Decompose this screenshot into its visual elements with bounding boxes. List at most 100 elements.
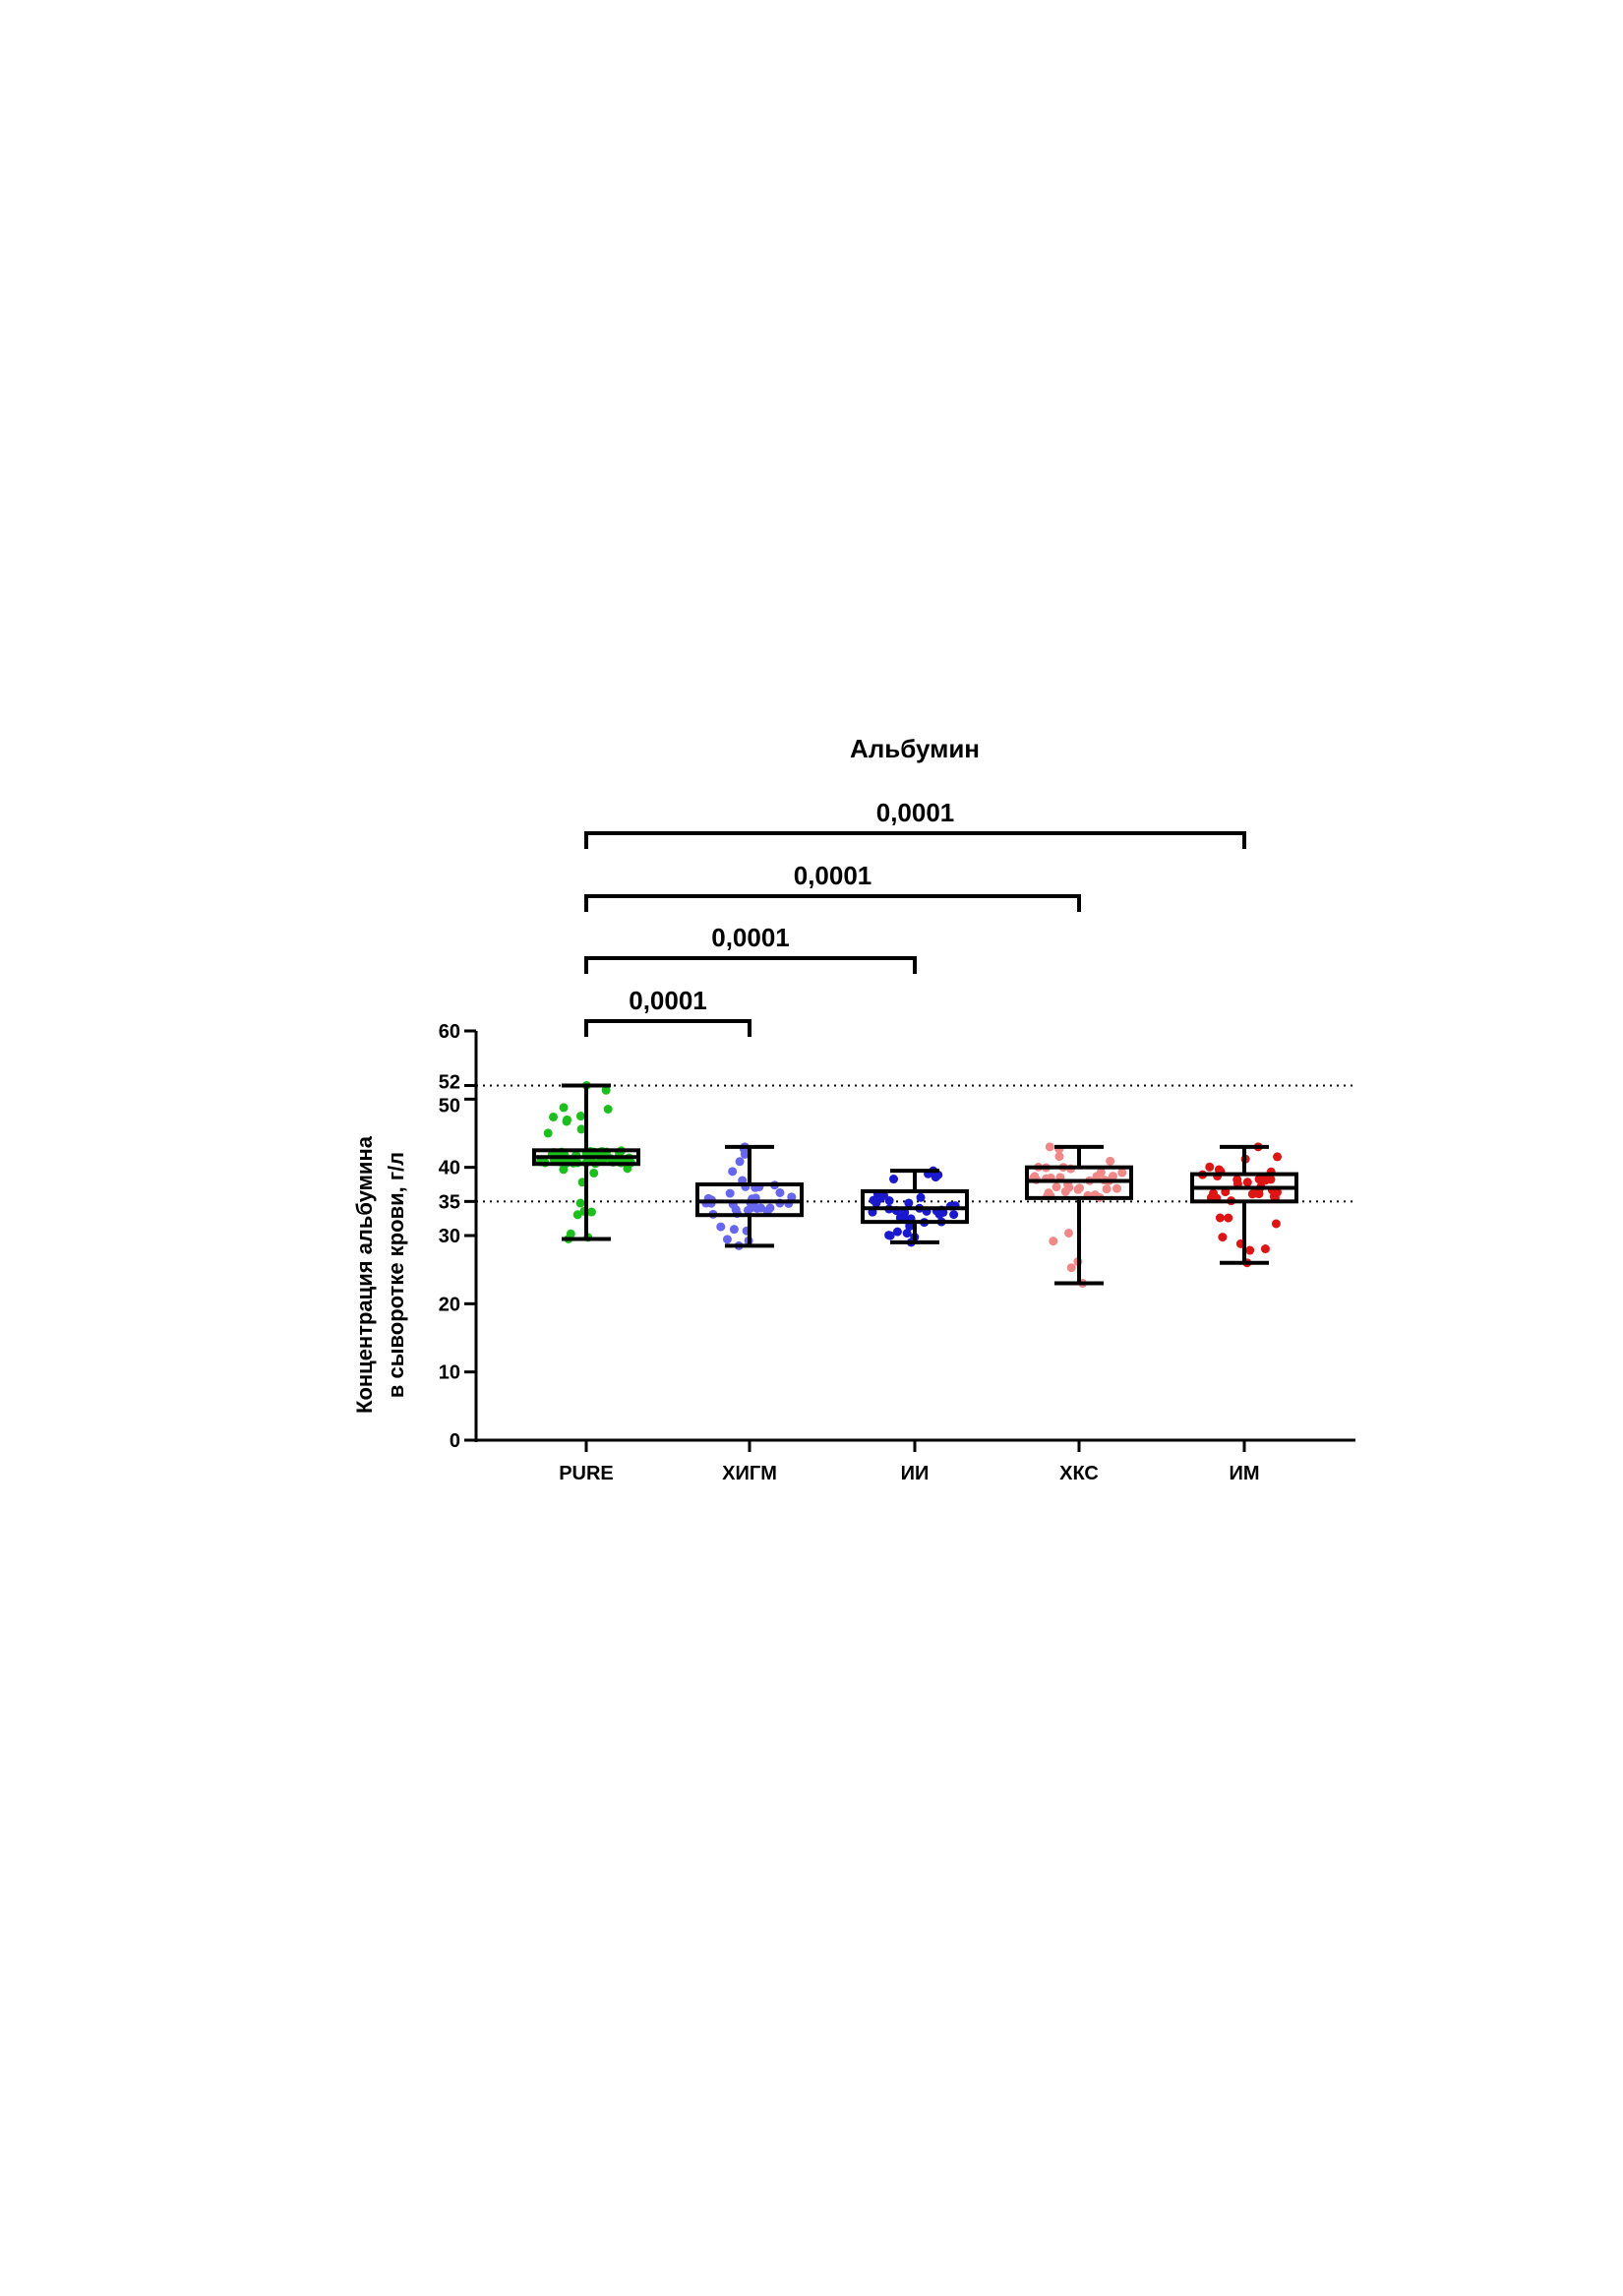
box-ИИ [861, 1169, 969, 1244]
data-point [559, 1103, 569, 1113]
y-tick-label: 30 [439, 1226, 460, 1247]
box-plots [532, 1083, 1298, 1286]
y-tick-label: 50 [439, 1095, 460, 1117]
data-point [931, 1173, 940, 1182]
data-point [1252, 1188, 1262, 1198]
comparison-bracket: 0,0001 [584, 798, 1246, 849]
data-point [566, 1229, 575, 1239]
y-tick-label: 0 [450, 1430, 460, 1452]
data-point [589, 1168, 599, 1178]
data-point [775, 1187, 785, 1197]
data-point [1102, 1184, 1112, 1194]
x-tick-label: ХКС [1059, 1463, 1099, 1484]
data-point [735, 1157, 745, 1167]
box-ИМ [1190, 1144, 1298, 1265]
data-point [563, 1115, 572, 1124]
data-point [884, 1196, 894, 1206]
data-point [905, 1222, 915, 1232]
data-point [1215, 1213, 1225, 1223]
data-point [1106, 1156, 1115, 1166]
data-point [1117, 1168, 1127, 1178]
data-point [603, 1104, 613, 1114]
box-ХИГМ [695, 1144, 804, 1248]
x-tick-label: PURE [559, 1463, 614, 1484]
data-point [549, 1112, 559, 1121]
data-point [1049, 1237, 1058, 1246]
bracket-line [584, 831, 1246, 849]
y-tick-label: 52 [439, 1071, 460, 1093]
bracket-line [584, 1019, 751, 1037]
data-point [728, 1167, 738, 1177]
data-point [729, 1225, 739, 1235]
p-value-label: 0,0001 [711, 923, 790, 952]
data-point [716, 1222, 726, 1232]
data-point [1269, 1191, 1279, 1201]
data-point [586, 1207, 596, 1217]
data-point [900, 1208, 910, 1218]
p-value-label: 0,0001 [876, 798, 955, 827]
p-value-label: 0,0001 [794, 861, 872, 890]
x-tick-label: ИМ [1229, 1463, 1259, 1484]
data-point [1271, 1219, 1281, 1229]
data-point [1096, 1168, 1106, 1178]
y-axis-label-line: Концентрация альбумина [352, 1135, 377, 1414]
data-point [725, 1188, 735, 1198]
data-point [1260, 1244, 1270, 1254]
box-ХКС [1025, 1144, 1133, 1286]
x-tick-label: ИИ [901, 1463, 930, 1484]
y-tick-label: 35 [439, 1191, 460, 1213]
data-point [902, 1229, 912, 1239]
data-point [1060, 1186, 1070, 1196]
y-tick-label: 20 [439, 1294, 460, 1315]
x-tick-label: ХИГМ [722, 1463, 777, 1484]
reference-lines [476, 1084, 1355, 1203]
y-tick-label: 40 [439, 1158, 460, 1179]
comparison-bracket: 0,0001 [584, 986, 751, 1037]
data-point [885, 1231, 895, 1240]
data-point [916, 1192, 926, 1202]
data-point [543, 1128, 553, 1138]
data-point [1209, 1188, 1219, 1198]
y-axis-label-line: в сыворотке крови, г/л [384, 1152, 408, 1398]
data-point [1054, 1152, 1064, 1162]
significance-brackets: 0,0001 0,0001 0,0001 0,0001 [584, 798, 1246, 1037]
data-point [1045, 1142, 1054, 1152]
data-point [1260, 1176, 1270, 1185]
data-point [1224, 1213, 1233, 1223]
data-point [892, 1227, 902, 1237]
data-point [1109, 1172, 1118, 1181]
data-points [535, 1080, 1283, 1289]
box-PURE [532, 1083, 640, 1241]
data-point [869, 1195, 878, 1205]
y-tick-label: 60 [439, 1021, 460, 1043]
data-point [1112, 1183, 1121, 1193]
data-point [572, 1210, 582, 1220]
data-point [752, 1203, 762, 1213]
data-point [875, 1193, 885, 1203]
chart-title: Альбумин [850, 734, 980, 763]
data-point [601, 1085, 611, 1095]
data-point [1232, 1175, 1242, 1184]
data-point [1073, 1184, 1083, 1194]
y-axis-label: Концентрация альбумина в сыворотке крови,… [352, 1135, 408, 1414]
comparison-bracket: 0,0001 [584, 861, 1081, 912]
data-point [1052, 1182, 1061, 1192]
bracket-line [584, 894, 1081, 912]
comparison-bracket: 0,0001 [584, 923, 917, 974]
data-point [722, 1235, 732, 1244]
data-point [904, 1198, 914, 1208]
data-point [1066, 1263, 1076, 1273]
data-point [1063, 1228, 1073, 1238]
data-point [740, 1149, 750, 1159]
y-tick-label: 10 [439, 1362, 460, 1384]
data-point [1242, 1178, 1252, 1187]
data-point [1273, 1152, 1283, 1162]
data-point [576, 1124, 586, 1134]
data-point [1245, 1245, 1255, 1255]
p-value-label: 0,0001 [629, 986, 707, 1015]
data-point [949, 1210, 959, 1220]
data-point [1205, 1162, 1215, 1172]
bracket-line [584, 956, 917, 974]
